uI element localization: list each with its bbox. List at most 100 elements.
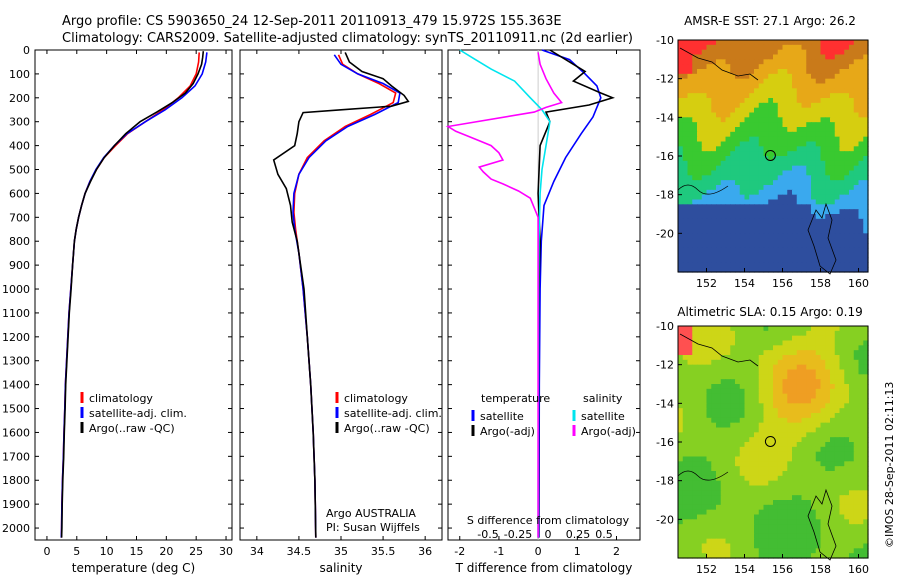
heatmap-cell	[768, 243, 774, 249]
heatmap-cell	[687, 471, 693, 477]
heatmap-cell	[801, 379, 807, 385]
heatmap-cell	[806, 398, 812, 404]
heatmap-cell	[773, 78, 779, 85]
heatmap-cell	[782, 350, 788, 356]
heatmap-cell	[720, 500, 727, 506]
heatmap-cell	[768, 432, 774, 438]
heatmap-cell	[735, 49, 741, 56]
heatmap-cell	[811, 480, 817, 487]
heatmap-cell	[853, 122, 860, 128]
heatmap-cell	[768, 471, 774, 477]
heatmap-cell	[792, 44, 798, 51]
heatmap-cell	[768, 151, 774, 157]
heatmap-cell	[687, 88, 693, 94]
heatmap-cell	[834, 204, 841, 210]
heatmap-cell	[792, 73, 798, 80]
heatmap-cell	[716, 345, 722, 351]
heatmap-cell	[754, 471, 760, 477]
heatmap-cell	[811, 189, 817, 196]
heatmap-cell	[749, 509, 755, 516]
heatmap-cell	[768, 44, 774, 51]
heatmap-cell	[792, 490, 798, 496]
heatmap-cell	[844, 175, 850, 181]
heatmap-cell	[739, 500, 746, 506]
heatmap-cell	[697, 59, 703, 65]
series-line-3	[445, 52, 563, 538]
heatmap-cell	[806, 136, 812, 143]
heatmap-cell	[787, 466, 793, 472]
heatmap-cell	[834, 40, 841, 46]
heatmap-cell	[730, 340, 736, 346]
heatmap-cell	[687, 490, 693, 496]
heatmap-cell	[711, 49, 717, 56]
heatmap-cell	[792, 175, 798, 181]
heatmap-cell	[782, 335, 788, 342]
heatmap-cell	[815, 466, 822, 472]
heatmap-cell	[744, 548, 750, 554]
heatmap-cell	[777, 417, 784, 424]
heatmap-cell	[763, 524, 769, 530]
heatmap-cell	[820, 340, 826, 346]
heatmap-cell	[787, 228, 793, 234]
heatmap-cell	[792, 335, 798, 342]
heatmap-cell	[863, 379, 869, 385]
heatmap-cell	[830, 490, 836, 496]
heatmap-cell	[701, 422, 708, 429]
heatmap-cell	[839, 335, 845, 342]
heatmap-cell	[815, 504, 822, 511]
heatmap-cell	[682, 228, 689, 234]
heatmap-cell	[863, 466, 869, 472]
heatmap-cell	[706, 422, 712, 429]
heatmap-cell	[763, 257, 769, 263]
heatmap-cell	[787, 93, 793, 99]
heatmap-cell	[777, 136, 784, 143]
heatmap-cell	[763, 408, 769, 414]
heatmap-cell	[815, 403, 822, 409]
heatmap-cell	[801, 238, 807, 244]
heatmap-cell	[777, 364, 784, 371]
heatmap-cell	[839, 209, 845, 215]
heatmap-cell	[758, 446, 765, 453]
heatmap-cell	[830, 461, 836, 467]
heatmap-cell	[768, 326, 774, 332]
heatmap-cell	[678, 553, 684, 559]
heatmap-cell	[678, 151, 684, 157]
heatmap-cell	[801, 93, 807, 99]
heatmap-cell	[863, 427, 869, 433]
heatmap-cell	[754, 131, 760, 138]
heatmap-cell	[782, 413, 788, 419]
heatmap-cell	[849, 475, 855, 482]
heatmap-cell	[744, 185, 750, 191]
heatmap-cell	[735, 495, 741, 501]
heatmap-cell	[763, 379, 769, 385]
heatmap-cell	[863, 374, 869, 380]
heatmap-cell	[725, 136, 731, 143]
heatmap-cell	[811, 267, 817, 273]
heatmap-cell	[773, 214, 779, 220]
heatmap-cell	[777, 548, 784, 554]
heatmap-cell	[844, 427, 850, 433]
heatmap-cell	[697, 73, 703, 80]
heatmap-cell	[682, 204, 689, 210]
heatmap-cell	[730, 403, 736, 409]
heatmap-cell	[782, 374, 788, 380]
heatmap-cell	[844, 93, 850, 99]
heatmap-cell	[849, 146, 855, 152]
heatmap-cell	[706, 189, 712, 196]
heatmap-cell	[811, 185, 817, 191]
heatmap-cell	[863, 199, 869, 205]
heatmap-cell	[830, 446, 836, 453]
heatmap-cell	[706, 262, 712, 268]
heatmap-cell	[782, 136, 788, 143]
heatmap-cell	[701, 204, 708, 210]
heatmap-cell	[777, 446, 784, 453]
heatmap-cell	[749, 223, 755, 230]
y-tick-label: -16	[656, 436, 674, 449]
heatmap-cell	[782, 384, 788, 390]
heatmap-cell	[744, 194, 750, 201]
heatmap-cell	[782, 64, 788, 70]
heatmap-cell	[763, 427, 769, 433]
heatmap-cell	[815, 64, 822, 70]
heatmap-cell	[697, 359, 703, 366]
heatmap-cell	[796, 83, 803, 89]
